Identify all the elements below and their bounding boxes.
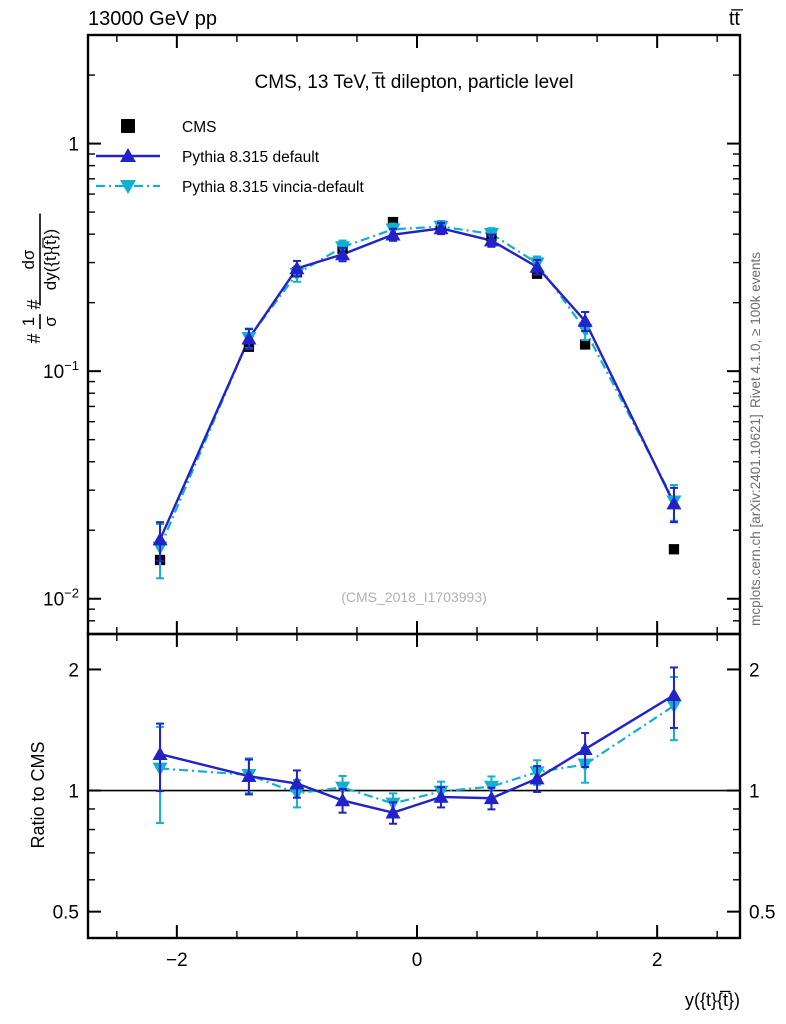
ratio-panel-frame (86, 632, 742, 940)
marker-triangle-up (289, 260, 305, 275)
x-axis-label: y({t}{t̅}) (685, 990, 740, 1010)
marker-square (668, 544, 680, 555)
marker-triangle-up (152, 532, 168, 546)
legend-label: Pythia 8.315 vincia-default (182, 179, 365, 196)
ratio-y-tick-label-right: 1 (749, 782, 760, 803)
marker-triangle-up (335, 792, 351, 807)
marker-triangle-up (385, 227, 401, 241)
header-right-label: tt̅ (729, 8, 743, 30)
marker-triangle-up (577, 741, 593, 756)
series-pythia-default (152, 220, 682, 562)
y-tick-exponent: −2 (64, 586, 79, 601)
series-line (158, 227, 676, 541)
marker-triangle-up (529, 259, 545, 273)
y-tick-label: 10−1 (43, 358, 79, 383)
side-label-mcplots: mcplots.cern.ch [arXiv:2401.10621] (748, 414, 763, 626)
y-label-denominator: dy({t}{t̅}) (41, 229, 60, 290)
y-label-denominator: σ (41, 316, 60, 327)
marker-triangle-up (241, 331, 257, 345)
marker-triangle-up (529, 771, 545, 785)
x-tick-label: 0 (412, 950, 423, 971)
legend: CMS Pythia 8.315 default Pythia 8.315 vinc… (96, 119, 365, 196)
legend-marker-square (121, 119, 135, 133)
y-label-numerator: 1 (19, 317, 38, 326)
y-label-fractions: 1 σ dσ dy({t}{t̅}) (19, 213, 60, 330)
page-title: CMS, 13 TeV, t̅t dilepton, particle leve… (255, 72, 574, 93)
series-line (159, 225, 675, 548)
y-label-hash-left: # (24, 334, 44, 344)
series-line (159, 704, 675, 805)
ratio-y-tick-label: 2 (68, 660, 79, 681)
marker-triangle-up (483, 233, 499, 247)
ratio-y-tick-label: 1 (68, 782, 79, 803)
header-left-label: 13000 GeV pp (88, 8, 217, 30)
marker-triangle-up (289, 776, 305, 790)
marker-triangle-up (666, 496, 682, 510)
y-label-numerator: dσ (19, 249, 38, 269)
ratio-y-tick-label-right: 0.5 (749, 903, 775, 924)
ratio-plot-panel: 2 2 1 1 0.5 0.5 −2 0 2 (53, 632, 775, 971)
marker-square (579, 339, 591, 350)
main-plot-panel: 110−110−2 (43, 33, 742, 636)
marker-triangle-up (152, 746, 168, 760)
legend-marker-triangle-up (120, 148, 136, 162)
legend-marker-triangle-down (120, 180, 136, 194)
legend-label: CMS (182, 119, 216, 136)
ratio-series-pythia-default (152, 666, 682, 825)
x-tick-label: −2 (166, 950, 188, 971)
marker-triangle-up (433, 789, 449, 803)
ratio-y-tick-label-right: 2 (749, 660, 760, 681)
marker-triangle-up (335, 246, 351, 261)
marker-triangle-up (433, 220, 449, 235)
y-label-hash-right: # (24, 300, 44, 310)
marker-triangle-up (241, 768, 257, 782)
legend-item[interactable]: Pythia 8.315 vincia-default (96, 179, 365, 196)
watermark-label: (CMS_2018_I1703993) (341, 589, 487, 605)
legend-label: Pythia 8.315 default (182, 149, 320, 166)
marker-triangle-up (666, 687, 682, 701)
y-label-fraction: dσ dy({t}{t̅}) (19, 213, 60, 306)
marker-triangle-up (577, 313, 593, 327)
marker-triangle-up (483, 790, 499, 805)
y-tick-exponent: −1 (64, 358, 79, 373)
x-tick-label: 2 (652, 950, 663, 971)
marker-triangle-up (385, 805, 401, 819)
legend-item[interactable]: Pythia 8.315 default (96, 148, 320, 166)
y-axis-label: # #1 σ dσ dy({t}{t̅}) (19, 213, 60, 344)
side-label-rivet: Rivet 4.1.0, ≥ 100k events (748, 252, 763, 408)
legend-item[interactable]: CMS (121, 119, 216, 136)
ratio-y-tick-label: 0.5 (53, 903, 79, 924)
marker-square (387, 216, 399, 228)
series-line (159, 694, 675, 814)
ratio-axis-label: Ratio to CMS (28, 741, 48, 848)
y-tick-label: 1 (68, 135, 79, 156)
